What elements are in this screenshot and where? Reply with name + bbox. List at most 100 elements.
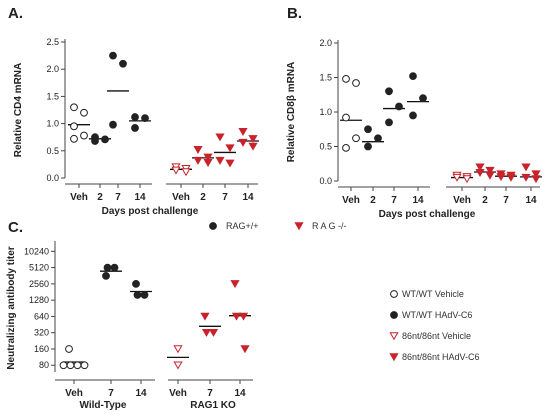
data-point-circle xyxy=(70,122,78,131)
data-point-circle xyxy=(132,279,140,288)
data-point-triangle xyxy=(230,280,240,289)
x-category-label: 2 xyxy=(482,195,488,206)
y-tick-label: 0.5 xyxy=(319,142,332,152)
legend-marker-triangle xyxy=(389,332,399,341)
y-tick-label: 1.0 xyxy=(319,107,332,117)
legend-label: RAG+/+ xyxy=(226,221,259,231)
data-point-circle xyxy=(374,134,382,143)
y-axis-title: Relative CD8β mRNA xyxy=(286,62,297,163)
data-point-triangle xyxy=(171,166,181,175)
legend-treatment: WT/WT Vehicle WT/WT HAdV-C6 86nt/86nt Vehi… xyxy=(389,289,480,362)
y-tick-label: 2.0 xyxy=(46,64,59,74)
x-group-label: RAG1 KO xyxy=(190,400,236,411)
x-category-label: 7 xyxy=(222,192,228,203)
data-point-circle xyxy=(109,51,117,60)
data-point-triangle xyxy=(240,345,250,354)
legend-marker-circle xyxy=(390,290,398,298)
x-category-label: 7 xyxy=(391,195,397,206)
y-axis-title: Relative CD4 mRNA xyxy=(13,63,24,157)
y-tick-label: 10240 xyxy=(24,246,49,256)
y-tick-label: 80 xyxy=(39,360,49,370)
x-category-label: 14 xyxy=(242,192,254,203)
data-point-triangle xyxy=(173,345,183,354)
data-point-circle xyxy=(409,111,417,120)
data-point-circle xyxy=(352,79,360,87)
data-point-circle xyxy=(80,108,88,117)
legend-genotype: RAG+/+ R A G -/- xyxy=(209,221,347,231)
data-point-circle xyxy=(409,72,417,81)
x-category-label: 2 xyxy=(97,192,103,203)
legend-marker-triangle xyxy=(389,353,399,362)
data-point-circle xyxy=(70,134,78,143)
y-axis-title: Neutralizing antibody titer xyxy=(6,246,17,369)
y-tick-label: 1.5 xyxy=(46,91,59,101)
data-point-triangle xyxy=(531,175,541,184)
y-tick-label: 2560 xyxy=(29,279,49,289)
y-tick-label: 320 xyxy=(34,328,49,338)
panel-a-label: A. xyxy=(8,5,23,22)
data-point-circle xyxy=(342,74,350,83)
data-point-circle xyxy=(364,125,372,134)
data-point-triangle xyxy=(231,312,242,321)
x-category-label: 7 xyxy=(115,192,121,203)
data-point-circle xyxy=(352,134,360,143)
data-point-circle xyxy=(91,137,99,145)
y-tick-label: 2.0 xyxy=(319,38,332,48)
panel-b-cd8-chart: B. 0.0 0.5 1.0 1.5 2.0 Relative CD8β mRNA Veh 2… xyxy=(286,5,542,220)
data-point-circle xyxy=(73,361,82,370)
y-tick-label: 5120 xyxy=(29,263,49,273)
data-point-triangle xyxy=(225,159,235,168)
x-axis-title: Days post challenge xyxy=(102,206,199,217)
data-point-triangle xyxy=(452,173,462,182)
data-point-circle xyxy=(103,263,112,272)
data-point-triangle xyxy=(181,168,191,177)
legend-marker-triangle xyxy=(294,222,304,231)
x-category-label: Veh xyxy=(342,195,360,206)
data-point-circle xyxy=(109,120,117,129)
data-point-triangle xyxy=(238,128,248,136)
data-point-circle xyxy=(119,59,127,68)
panel-c-titer-chart: C. 80 160 320 640 1280 2560 5120 10240 Neutraliz… xyxy=(6,219,253,411)
data-point-triangle xyxy=(238,138,248,147)
legend-marker-circle xyxy=(390,311,398,319)
x-category-label: 14 xyxy=(412,195,424,206)
data-point-circle xyxy=(385,87,393,96)
data-point-triangle xyxy=(203,153,213,162)
data-point-triangle xyxy=(485,166,495,175)
x-category-label: Veh xyxy=(172,192,190,203)
data-point-triangle xyxy=(248,142,258,151)
data-point-circle xyxy=(66,361,75,370)
data-point-circle xyxy=(131,113,139,121)
data-point-triangle xyxy=(521,173,531,182)
data-point-circle xyxy=(419,94,427,103)
panel-b-label: B. xyxy=(287,5,302,22)
data-point-triangle xyxy=(496,173,506,182)
data-point-circle xyxy=(141,114,149,123)
data-point-triangle xyxy=(193,145,203,154)
data-point-triangle xyxy=(521,163,531,172)
x-category-label: 14 xyxy=(234,388,246,399)
x-category-label: 14 xyxy=(135,388,147,399)
y-tick-label: 1.0 xyxy=(46,119,59,129)
data-point-triangle xyxy=(173,361,183,370)
data-point-triangle xyxy=(203,159,213,167)
data-point-circle xyxy=(59,361,68,370)
x-category-label: 7 xyxy=(207,388,213,399)
x-category-label: 2 xyxy=(370,195,376,206)
data-point-triangle xyxy=(200,312,210,321)
data-point-circle xyxy=(80,131,88,140)
data-point-triangle xyxy=(201,328,212,337)
data-point-circle xyxy=(342,143,350,152)
data-point-circle xyxy=(65,345,73,353)
legend-marker-circle xyxy=(209,222,217,230)
data-point-circle xyxy=(102,271,110,280)
legend-label: WT/WT Vehicle xyxy=(402,289,464,299)
data-point-circle xyxy=(385,118,393,127)
y-tick-label: 2.5 xyxy=(46,37,59,47)
y-tick-label: 160 xyxy=(34,344,49,354)
y-tick-label: 1280 xyxy=(29,295,49,305)
x-category-label: Veh xyxy=(453,195,471,206)
x-category-label: Veh xyxy=(169,388,187,399)
data-point-triangle xyxy=(225,144,235,153)
data-point-circle xyxy=(395,102,403,111)
